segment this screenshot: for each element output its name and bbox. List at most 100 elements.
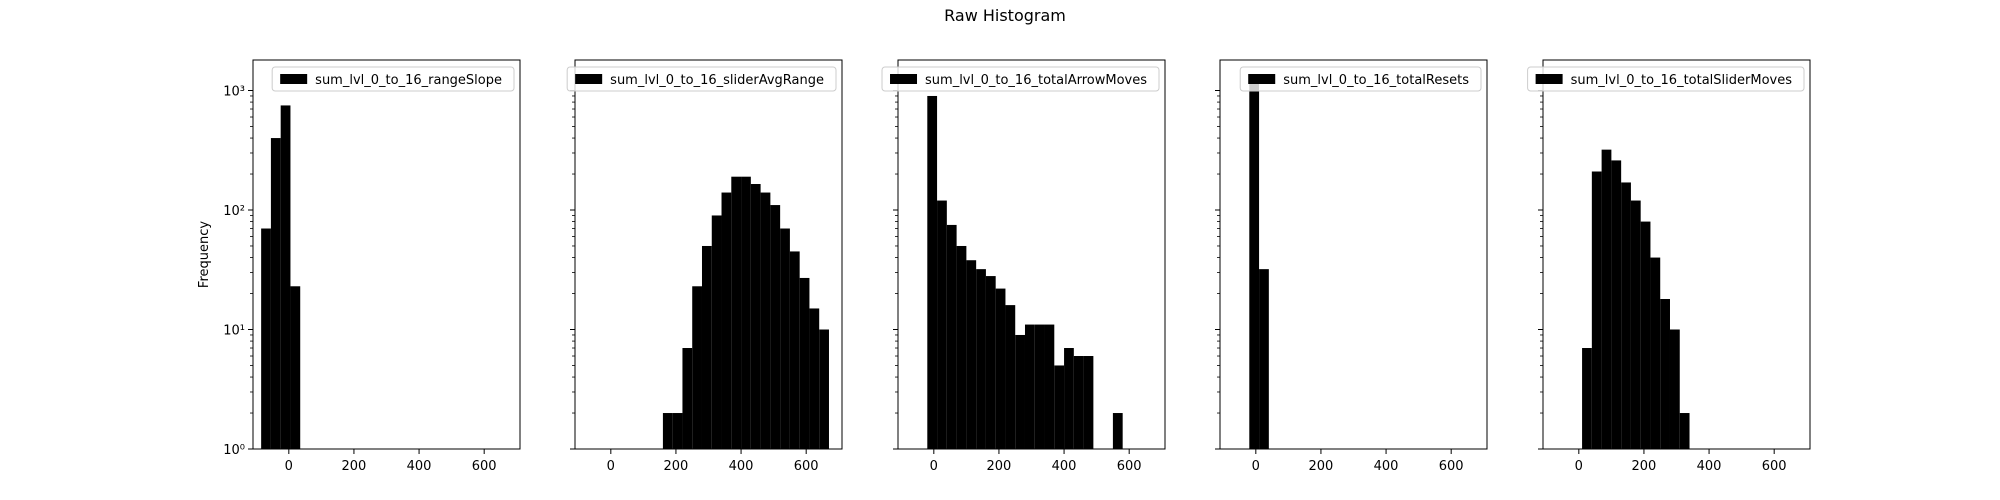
axes-frame [252,59,521,450]
histogram-bar [270,138,281,449]
histogram-bar [672,413,683,449]
x-tick-label: 0 [1575,459,1583,474]
x-tick-label: 0 [1252,459,1260,474]
histogram-bar [1621,182,1631,449]
histogram-bar [789,251,800,449]
subplot-3: 0 200 400 600 sum_lvl_0_to_16_totalArrowMove… [881,59,1166,474]
legend: sum_lvl_0_to_16_totalResets [1239,66,1482,92]
histogram-bar [799,277,810,449]
legend-label: sum_lvl_0_to_16_sliderAvgRange [610,73,824,88]
histogram-bar [1073,356,1084,449]
histogram-bar [956,245,967,449]
histogram-bar [1054,365,1065,449]
legend-box [1527,66,1805,92]
legend-swatch [1535,74,1563,84]
x-tick-label: 600 [1117,459,1142,474]
x-tick-label: 0 [607,459,615,474]
histogram-bar [1640,221,1651,449]
subplot-grid: 10⁰ 10¹ 10² 10³ 0 200 400 600 Frequency sum_lvl_0… [197,59,1811,474]
x-tick-label: 200 [664,459,689,474]
histogram-bar [682,348,693,449]
legend-box [271,66,515,92]
histogram-bar [1034,324,1045,449]
axes-frame [574,59,843,450]
histogram-bar [1249,76,1260,449]
x-tick-label: 400 [1052,459,1077,474]
histogram-bar [937,200,947,449]
legend-box [881,66,1160,92]
histogram-bar [1083,356,1094,449]
x-tick-label: 200 [987,459,1012,474]
histogram-bar [1005,305,1016,449]
axes-frame [897,59,1166,450]
legend-swatch [575,74,603,84]
histogram-bar [1679,413,1690,449]
histogram-bar [809,308,820,449]
legend-swatch [280,74,308,84]
histogram-bar [1660,299,1670,449]
subplot-1: 10⁰ 10¹ 10² 10³ 0 200 400 600 Frequency sum_lvl_0… [197,59,521,474]
histogram-bar [1611,160,1622,449]
histogram-bar [701,245,712,449]
axes-frame [1542,59,1811,450]
histogram-bar [946,224,957,449]
legend: sum_lvl_0_to_16_totalArrowMoves [881,66,1160,92]
legend: sum_lvl_0_to_16_rangeSlope [271,66,515,92]
histogram-bar [1650,257,1661,449]
histogram-bar [985,276,996,449]
y-tick-label: 10³ [223,85,245,100]
x-tick-label: 200 [342,459,367,474]
x-tick-label: 600 [472,459,497,474]
histogram-bar [780,228,790,449]
histogram-bar [1601,149,1612,449]
subplot-4: 0 200 400 600 sum_lvl_0_to_16_totalResets [1215,59,1488,474]
legend-swatch [1248,74,1276,84]
y-tick-label: 10¹ [223,324,245,339]
histogram-bar [1044,324,1055,449]
histogram-bar [1064,348,1074,449]
histogram-bar [1015,334,1025,449]
histogram-bar [1591,171,1602,449]
x-tick-label: 400 [1697,459,1722,474]
histogram-bar [662,413,673,449]
subplot-5: 0 200 400 600 sum_lvl_0_to_16_totalSliderMov… [1527,59,1811,474]
legend-box [1239,66,1482,92]
x-tick-label: 600 [794,459,819,474]
legend-label: sum_lvl_0_to_16_totalSliderMoves [1571,73,1793,88]
x-tick-label: 0 [930,459,938,474]
legend-label: sum_lvl_0_to_16_totalResets [1283,73,1469,88]
histogram-bar [731,176,742,449]
x-tick-label: 200 [1309,459,1334,474]
histogram-bar [1669,329,1680,449]
histogram-bar [770,205,781,449]
x-tick-label: 0 [285,459,293,474]
histogram-bar [692,286,702,449]
histogram-bar [1024,324,1035,449]
legend-swatch [890,74,918,84]
histogram-bar [290,286,301,449]
histogram-bar [711,215,722,449]
x-tick-label: 400 [729,459,754,474]
histogram-bar [760,192,771,450]
legend: sum_lvl_0_to_16_sliderAvgRange [566,66,837,92]
figure-title: Raw Histogram [944,6,1066,25]
histogram-bar [927,95,938,449]
x-tick-label: 400 [407,459,432,474]
histogram-bar [995,288,1006,449]
legend-label: sum_lvl_0_to_16_rangeSlope [315,73,502,88]
axes-frame [1219,59,1488,450]
histogram-bar [819,329,829,449]
x-tick-label: 200 [1632,459,1657,474]
histogram-bar [261,228,271,449]
y-axis-label: Frequency [197,221,212,288]
histogram-bar [741,176,751,449]
legend-label: sum_lvl_0_to_16_totalArrowMoves [925,73,1147,88]
histogram-bar [750,184,761,449]
legend: sum_lvl_0_to_16_totalSliderMoves [1527,66,1805,92]
subplot-2: 0 200 400 600 sum_lvl_0_to_16_sliderAvgRange [566,59,843,474]
x-tick-label: 400 [1374,459,1399,474]
histogram-bar [721,192,732,450]
x-tick-label: 600 [1762,459,1787,474]
histogram-bar [1630,200,1641,449]
histogram-bar [280,105,291,450]
